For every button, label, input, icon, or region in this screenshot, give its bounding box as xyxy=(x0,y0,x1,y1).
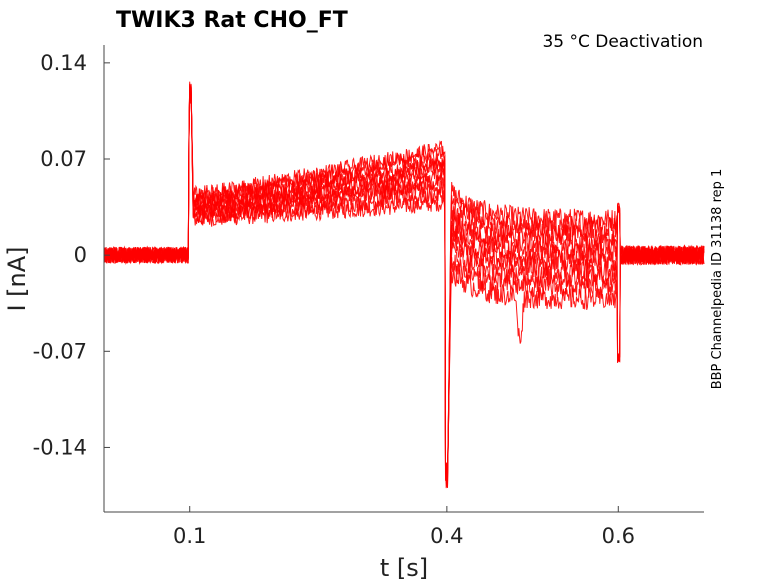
x-tick-label: 0.4 xyxy=(430,524,463,548)
chart-title: TWIK3 Rat CHO_FT xyxy=(116,8,348,33)
current-trace-sweep xyxy=(103,90,705,474)
x-tick-label: 0.6 xyxy=(602,524,635,548)
current-trace-sweep xyxy=(103,81,705,472)
x-axis-label: t [s] xyxy=(380,554,428,582)
y-tick-label: 0 xyxy=(74,243,87,267)
y-axis-label: I [nA] xyxy=(3,246,31,311)
current-trace-sweep xyxy=(103,83,705,488)
y-tick-label: 0.07 xyxy=(40,147,87,171)
x-axis: 0.1 0.4 0.6 xyxy=(173,506,635,548)
x-tick-label: 0.1 xyxy=(173,524,206,548)
current-trace-sweep xyxy=(103,83,705,478)
y-axis: 0.14 0.07 0 -0.07 -0.14 xyxy=(33,51,110,459)
y-tick-label: 0.14 xyxy=(40,51,87,75)
y-tick-label: -0.07 xyxy=(33,339,87,363)
source-id-label: BBP Channelpedia ID 31138 rep 1 xyxy=(710,169,725,390)
current-trace-sweep xyxy=(103,87,705,488)
current-trace-sweep xyxy=(103,86,705,489)
plot-area xyxy=(103,81,705,489)
current-trace-sweep xyxy=(103,87,705,486)
condition-annotation: 35 °C Deactivation xyxy=(542,32,703,52)
y-tick-label: -0.14 xyxy=(33,435,87,459)
current-trace-sweep xyxy=(103,85,705,478)
